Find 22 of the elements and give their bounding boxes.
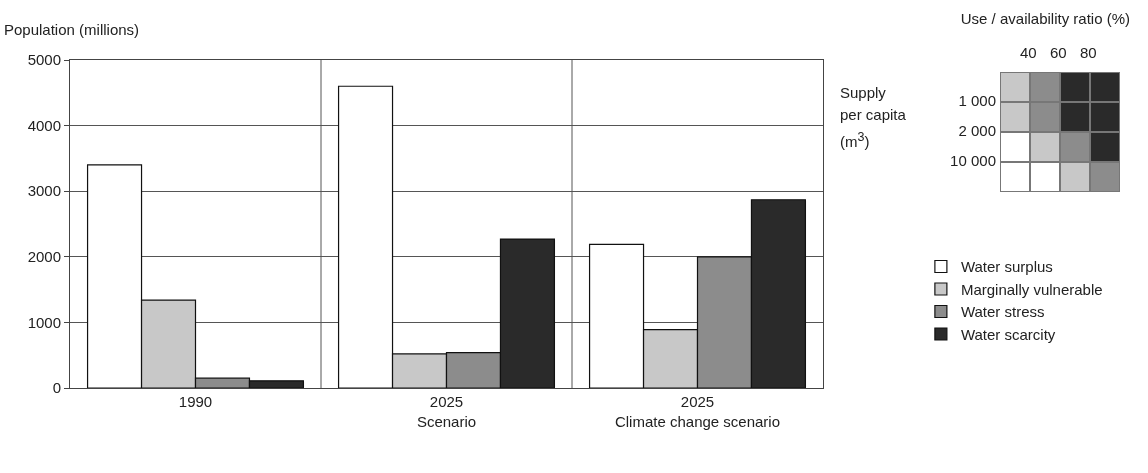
- category-label: 1 000: [958, 92, 996, 109]
- y-tick-label: 0: [52, 379, 61, 397]
- text: Use / availability ratio (%): [960, 10, 1130, 27]
- y-tick-label: 2000: [27, 248, 61, 266]
- category-label: 80: [1080, 44, 1097, 61]
- text: Supply per capita (m$^{3}$): [840, 83, 907, 152]
- y-tick-label: 4000: [27, 116, 61, 134]
- category-label: 10 000: [950, 152, 996, 169]
- legend-label: Water stress: [960, 303, 1045, 321]
- y-tick-label: 5000: [27, 51, 61, 69]
- category-label: 40: [1020, 44, 1037, 61]
- legend-label: Marginally vulnerable: [960, 280, 1103, 298]
- x-tick-label: 1990: [178, 393, 213, 410]
- y-tick-label: 1000: [27, 313, 61, 331]
- legend-label: Water surplus: [960, 258, 1053, 276]
- x-tick-label: 2025 Scenario: [416, 393, 477, 430]
- legend-label: Water scarcity: [960, 325, 1056, 343]
- category-label: 2 000: [958, 122, 996, 139]
- category-label: 60: [1050, 44, 1067, 61]
- y-tick-label: 3000: [27, 182, 61, 200]
- x-tick-label: 2025 Climate change scenario: [614, 393, 781, 430]
- y-axis-title: Population (millions): [4, 21, 140, 38]
